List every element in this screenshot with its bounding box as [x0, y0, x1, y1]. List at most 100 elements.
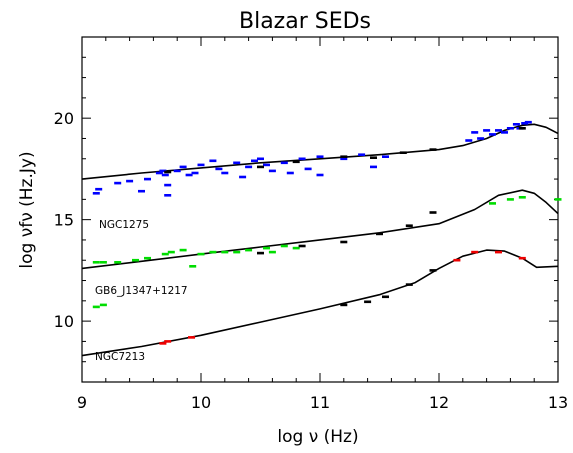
data-point — [429, 211, 437, 214]
data-point — [399, 151, 407, 154]
data-point — [280, 161, 288, 165]
data-point — [164, 340, 172, 343]
annotation-gb6-j1347: GB6_J1347+1217 — [95, 285, 188, 297]
annotation-ngc1275: NGC1275 — [99, 219, 149, 231]
data-point — [164, 194, 172, 197]
data-point — [340, 157, 348, 161]
data-point — [215, 167, 223, 171]
data-point — [364, 300, 372, 304]
data-point — [191, 171, 199, 175]
data-point — [382, 295, 389, 299]
data-point — [405, 224, 413, 227]
axis-ticks: 9 10 11 12 13 10 15 20 — [54, 36, 568, 412]
data-point — [92, 192, 100, 195]
data-point — [233, 161, 241, 165]
data-point — [298, 157, 306, 161]
data-point — [518, 127, 526, 130]
data-point — [126, 179, 134, 183]
data-point — [280, 244, 288, 248]
data-point — [376, 232, 383, 236]
data-point — [164, 183, 172, 187]
data-point — [471, 250, 479, 254]
data-point — [92, 261, 100, 264]
data-point — [245, 165, 253, 169]
data-point — [340, 240, 348, 244]
data-point — [495, 250, 502, 254]
data-point — [489, 202, 496, 205]
data-point — [144, 256, 151, 260]
data-point — [95, 187, 103, 191]
data-points — [92, 120, 562, 345]
data-point — [340, 303, 348, 307]
data-point — [99, 261, 107, 264]
model-curve — [81, 189, 559, 270]
data-point — [167, 250, 175, 254]
data-point — [506, 127, 514, 130]
data-point — [221, 250, 229, 254]
data-point — [340, 155, 348, 158]
data-point — [521, 122, 529, 125]
data-point — [161, 173, 169, 177]
data-point — [292, 246, 300, 250]
x-tick-label: 12 — [429, 393, 449, 412]
data-point — [518, 196, 526, 199]
data-point — [316, 155, 324, 158]
data-point — [257, 157, 264, 161]
data-point — [316, 173, 324, 177]
data-point — [209, 159, 217, 163]
data-point — [382, 155, 389, 158]
data-point — [144, 177, 151, 181]
data-point — [298, 244, 306, 248]
data-point — [268, 169, 276, 173]
data-point — [370, 156, 377, 159]
model-curves — [81, 123, 559, 357]
data-point — [132, 258, 139, 262]
data-point — [155, 171, 163, 175]
data-point — [114, 181, 122, 185]
data-point — [483, 129, 491, 132]
data-point — [506, 198, 514, 201]
x-tick-label: 10 — [191, 393, 211, 412]
data-point — [524, 120, 532, 124]
data-point — [257, 165, 264, 169]
data-point — [554, 198, 562, 201]
annotation-ngc7213: NGC7213 — [95, 351, 145, 363]
data-point — [251, 159, 258, 163]
y-axis-label: log νfν (Hz.Jy) — [17, 151, 37, 268]
data-point — [263, 246, 270, 250]
y-tick-label: 20 — [54, 109, 74, 128]
data-point — [188, 336, 195, 339]
data-point — [179, 165, 187, 169]
chart-title: Blazar SEDs — [239, 9, 371, 34]
data-point — [263, 163, 270, 167]
data-point — [92, 305, 100, 309]
data-point — [518, 256, 526, 260]
data-point — [358, 153, 366, 156]
data-point — [286, 171, 294, 175]
data-point — [495, 129, 502, 132]
data-point — [501, 131, 508, 134]
data-point — [489, 133, 496, 136]
y-tick-label: 10 — [54, 312, 74, 331]
model-curve — [81, 123, 559, 180]
data-point — [471, 131, 479, 134]
data-point — [209, 250, 217, 254]
data-point — [245, 248, 253, 252]
data-point — [268, 250, 276, 254]
data-point — [257, 251, 264, 255]
data-point — [173, 169, 181, 173]
model-curve — [81, 249, 559, 357]
y-tick-label: 15 — [54, 211, 74, 230]
data-point — [429, 148, 437, 151]
data-point — [512, 123, 520, 126]
data-point — [179, 248, 187, 252]
data-point — [239, 175, 247, 179]
data-point — [114, 261, 122, 264]
data-point — [233, 250, 241, 254]
data-point — [292, 160, 300, 164]
data-point — [197, 252, 205, 256]
data-point — [477, 137, 485, 140]
data-point — [138, 189, 145, 193]
data-point — [159, 342, 167, 345]
x-axis-label: log ν (Hz) — [277, 427, 358, 447]
